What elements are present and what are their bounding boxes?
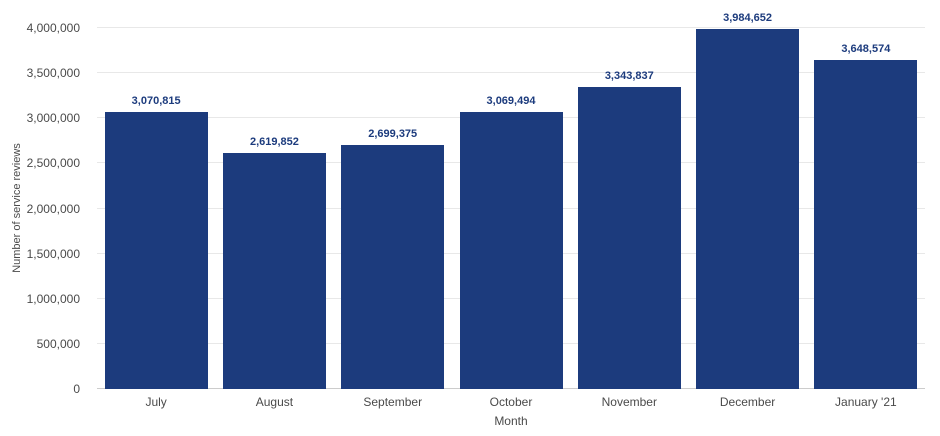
bar-value-label: 3,984,652 xyxy=(723,12,773,25)
y-tick-label: 3,500,000 xyxy=(26,66,80,81)
bar-august xyxy=(222,152,326,389)
plot-area: 3,070,815 2,619,852 2,699,375 3,069,494 3,34… xyxy=(97,12,925,389)
x-axis-title: Month xyxy=(494,414,528,428)
bar-value-label: 2,699,375 xyxy=(368,128,418,141)
x-tick-label: October xyxy=(489,395,533,409)
y-tick-label: 500,000 xyxy=(36,336,80,351)
bar-july xyxy=(104,111,208,389)
bar-value-label: 3,069,494 xyxy=(486,94,536,107)
y-tick-label: 3,000,000 xyxy=(26,111,80,126)
x-tick-label: December xyxy=(719,395,776,409)
y-tick-label: 0 xyxy=(73,382,80,396)
y-tick-label: 1,500,000 xyxy=(26,246,80,261)
bar-value-label: 3,070,815 xyxy=(131,94,181,107)
y-tick-label: 2,000,000 xyxy=(26,201,80,216)
bar-january-21 xyxy=(814,59,918,389)
bar-october xyxy=(459,111,563,389)
bar-december xyxy=(696,29,800,389)
y-axis: 0 500,000 1,000,000 1,500,000 2,000,000 2,500… xyxy=(0,21,80,396)
bar-september xyxy=(341,145,445,389)
y-tick-label: 4,000,000 xyxy=(26,21,80,35)
x-tick-label: September xyxy=(363,395,423,409)
bar-value-label: 2,619,852 xyxy=(249,135,299,148)
x-tick-label: January '21 xyxy=(835,395,897,409)
y-tick-label: 1,000,000 xyxy=(26,291,80,306)
x-axis: July August September October November Decemb… xyxy=(97,395,925,411)
x-tick-label: August xyxy=(255,395,294,409)
gridline xyxy=(97,72,925,74)
y-tick-label: 2,500,000 xyxy=(26,156,80,171)
x-tick-label: November xyxy=(601,395,657,409)
bar-value-label: 3,343,837 xyxy=(604,70,654,83)
x-tick-label: July xyxy=(145,395,167,409)
bar-november xyxy=(577,87,681,389)
gridline xyxy=(97,27,925,28)
bar-value-label: 3,648,574 xyxy=(841,42,891,55)
